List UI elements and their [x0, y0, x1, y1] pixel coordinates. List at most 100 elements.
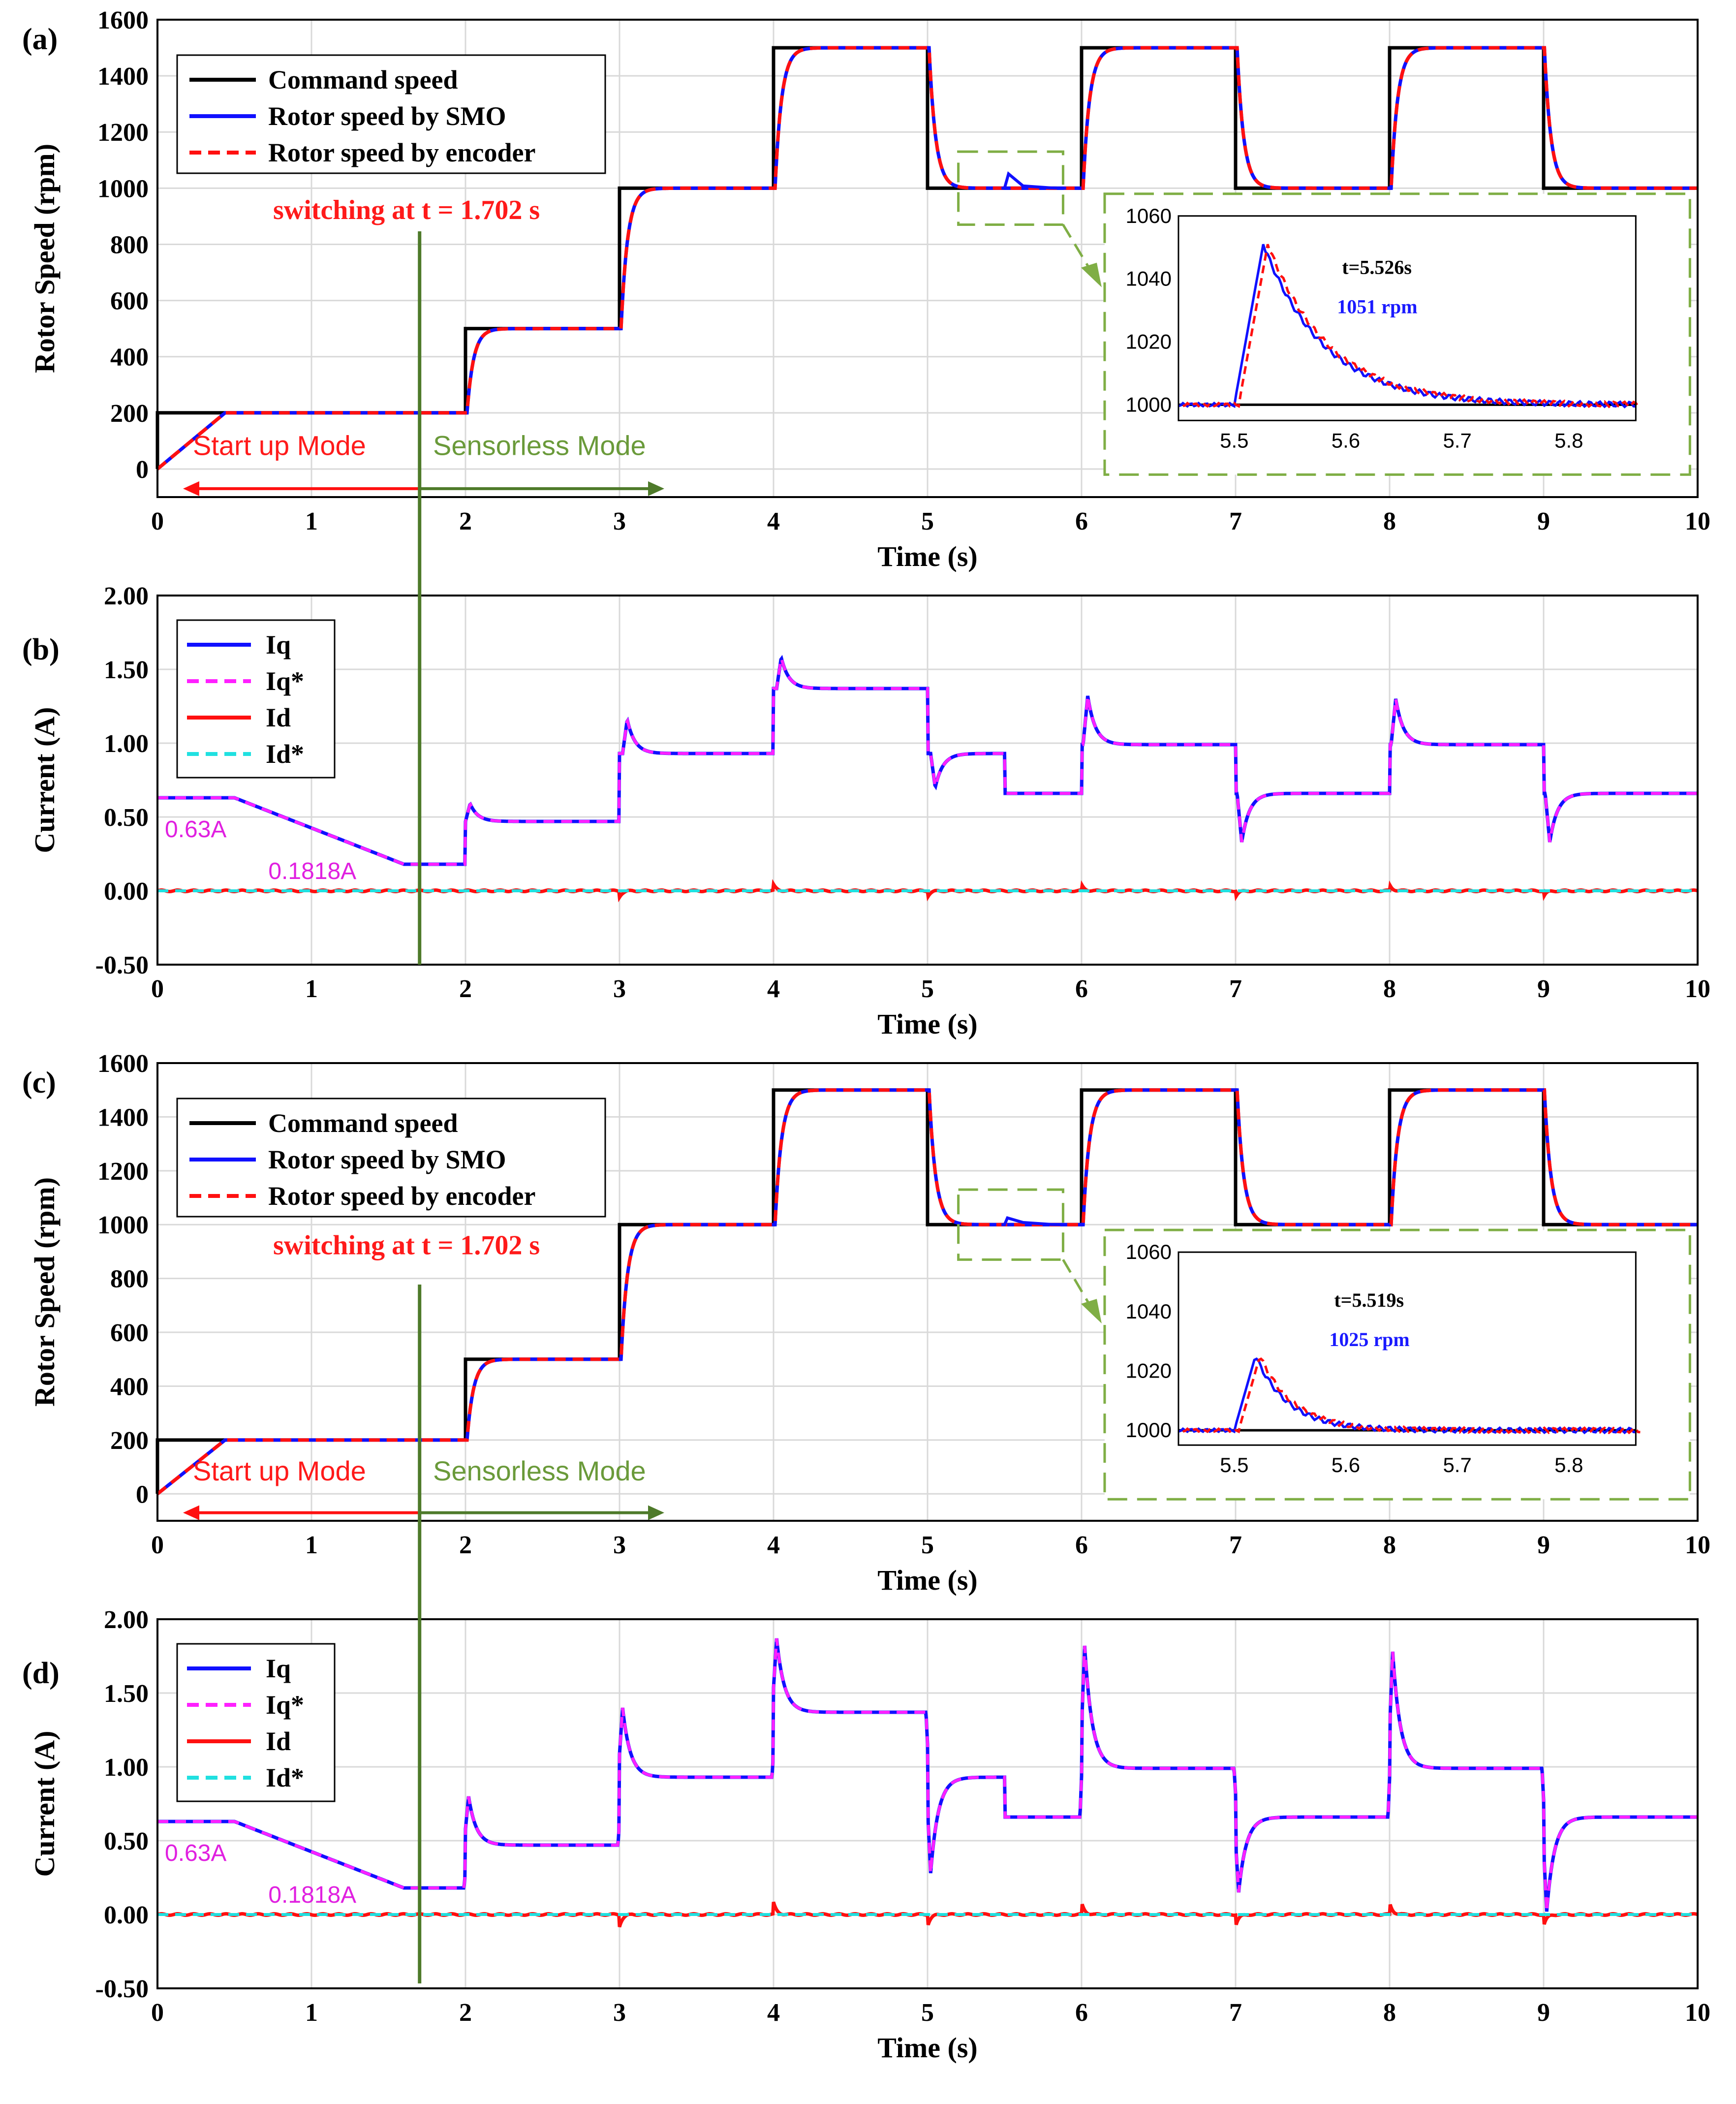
y-tick-label: 0: [136, 456, 149, 484]
inset-y-tick-label: 1020: [1126, 1359, 1172, 1382]
y-tick-label: 0.00: [104, 1901, 149, 1929]
y-tick-label: -0.50: [95, 1975, 149, 2003]
command-speed-line: [155, 46, 1698, 469]
inset-y-tick-label: 1040: [1126, 267, 1172, 290]
inset-x-tick-label: 5.5: [1220, 429, 1248, 452]
y-tick-label: 800: [110, 231, 149, 259]
x-axis-label: Time (s): [877, 1008, 978, 1040]
y-tick-label: 800: [110, 1265, 149, 1293]
inset-x-tick-label: 5.7: [1443, 1453, 1471, 1476]
y-tick-label: -0.50: [95, 951, 149, 979]
legend-entry: Rotor speed by SMO: [268, 1145, 506, 1174]
inset-x-tick-label: 5.5: [1220, 1453, 1248, 1476]
y-tick-label: 2.00: [104, 1606, 149, 1634]
inset-y-tick-label: 1000: [1126, 1418, 1172, 1442]
y-tick-label: 200: [110, 1427, 149, 1455]
y-tick-label: 1200: [97, 1158, 149, 1186]
zoom-region: [957, 1188, 1064, 1261]
switching-annotation: switching at t = 1.702 s: [273, 1230, 540, 1260]
inset-axes-frame: [1178, 215, 1637, 421]
inset-frame: [1103, 192, 1691, 476]
sensorless-arrowhead: [648, 481, 664, 496]
x-tick-label: 6: [1075, 507, 1088, 535]
x-tick-label: 0: [151, 1531, 164, 1559]
y-tick-label: 0.50: [104, 1827, 149, 1855]
iq-ref-line: [157, 655, 1698, 866]
inset-x-tick-label: 5.6: [1332, 1453, 1360, 1476]
sensorless-mode-label: Sensorless Mode: [433, 430, 646, 461]
inset-plot: 5.5 5.6 5.7 5.8 1000 1020 1040 1060 t=5.519s 1025…: [1126, 1240, 1641, 1476]
x-tick-label: 10: [1685, 1531, 1710, 1559]
x-tick-label: 9: [1537, 975, 1550, 1003]
inset-connector-arrowhead: [1081, 262, 1102, 287]
x-tick-label: 2: [459, 975, 472, 1003]
x-tick-label: 4: [767, 975, 780, 1003]
legend-entry: Command speed: [268, 1108, 458, 1138]
inset-y-tick-label: 1060: [1126, 204, 1172, 227]
x-tick-label: 10: [1685, 1999, 1710, 2027]
x-tick-label: 8: [1383, 1531, 1396, 1559]
x-tick-label: 8: [1383, 507, 1396, 535]
smo-bump-line: [1001, 1216, 1066, 1226]
y-tick-label: 1.00: [104, 730, 149, 758]
legend-entry: Iq*: [266, 1690, 304, 1720]
x-tick-label: 5: [921, 975, 934, 1003]
y-axis-label: Current (A): [29, 1731, 61, 1877]
x-tick-label: 5: [921, 507, 934, 535]
plot-frame: [156, 1062, 1699, 1522]
end-current-label: 0.1818A: [268, 858, 356, 884]
inset-x-tick-label: 5.8: [1554, 1453, 1583, 1476]
y-tick-label: 2.00: [104, 582, 149, 610]
y-tick-label: 0: [136, 1480, 149, 1508]
y-tick-label: 1000: [97, 175, 149, 203]
x-tick-label: 0: [151, 507, 164, 535]
current-panel-d: 0 1 2 3 4 5 6 7 8 9 10 -0.50 0.00 0.50 1.00 1.50 2.00 Tim…: [22, 1606, 1710, 2064]
inset-peak-value: 1051 rpm: [1337, 296, 1417, 318]
inset-y-tick-label: 1040: [1126, 1300, 1172, 1323]
legend-entry: Iq: [266, 630, 291, 659]
plot-frame: [156, 1618, 1699, 1989]
y-tick-label: 400: [110, 344, 149, 372]
current-panel-b: 0 1 2 3 4 5 6 7 8 9 10 -0.50 0.00 0.50 1.00 1.50 2.00 Tim…: [22, 582, 1710, 1040]
x-tick-label: 1: [305, 1999, 318, 2027]
startup-mode-label: Start up Mode: [193, 1455, 366, 1486]
y-tick-label: 400: [110, 1373, 149, 1401]
inset-y-tick-label: 1060: [1126, 1240, 1172, 1263]
x-tick-label: 7: [1229, 1999, 1242, 2027]
x-tick-label: 9: [1537, 1531, 1550, 1559]
x-tick-label: 7: [1229, 975, 1242, 1003]
startup-arrowhead: [183, 1505, 199, 1520]
inset-peak-value: 1025 rpm: [1329, 1328, 1409, 1350]
legend-entry: Id: [266, 1727, 291, 1756]
legend-entry: Id*: [266, 739, 304, 769]
x-tick-label: 10: [1685, 507, 1710, 535]
encoder-speed-line: [156, 46, 1698, 471]
legend-entry: Rotor speed by SMO: [268, 101, 506, 131]
x-tick-label: 1: [305, 507, 318, 535]
legend: Iq Iq* Id Id*: [176, 619, 336, 779]
inset-peak-time: t=5.519s: [1334, 1289, 1404, 1311]
x-tick-label: 9: [1537, 1999, 1550, 2027]
y-tick-label: 600: [110, 1319, 149, 1347]
y-tick-label: 1400: [97, 1103, 149, 1131]
speed-panel-c: 0 1 2 3 4 5 6 7 8 9 10 0 200 400 600 800 1000 1200 1400 160…: [22, 1050, 1710, 1596]
sensorless-arrowhead: [648, 1505, 664, 1520]
y-tick-label: 1200: [97, 119, 149, 147]
smo-bump-line: [1001, 171, 1066, 190]
x-tick-label: 4: [767, 1531, 780, 1559]
x-tick-label: 3: [613, 1531, 626, 1559]
x-tick-label: 4: [767, 1999, 780, 2027]
y-tick-label: 1.00: [104, 1754, 149, 1782]
x-tick-label: 9: [1537, 507, 1550, 535]
inset-encoder-line: [1182, 1357, 1641, 1435]
y-tick-label: 1.50: [104, 656, 149, 684]
inset-connector-arrowhead: [1081, 1299, 1102, 1324]
x-tick-label: 5: [921, 1999, 934, 2027]
y-axis-label: Rotor Speed (rpm): [29, 144, 61, 373]
inset-y-tick-label: 1000: [1126, 393, 1172, 416]
x-tick-label: 0: [151, 975, 164, 1003]
plot-frame: [156, 595, 1699, 966]
startup-current-label: 0.63A: [165, 816, 226, 843]
x-tick-label: 2: [459, 1999, 472, 2027]
legend-entry: Id*: [266, 1763, 304, 1792]
